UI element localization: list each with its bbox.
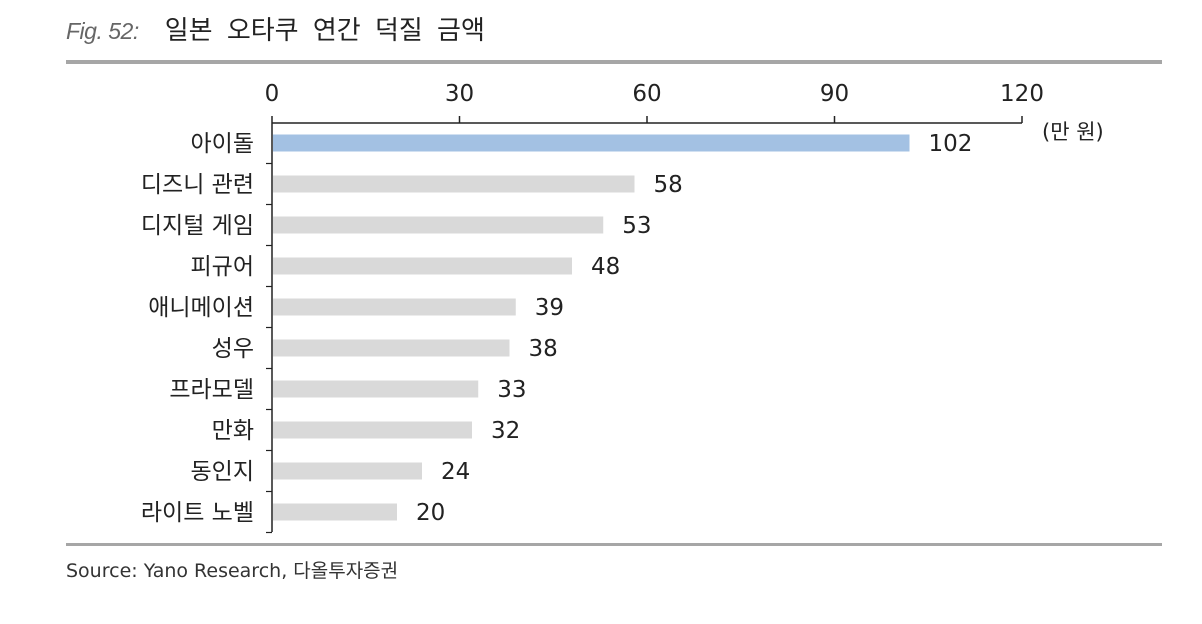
value-label: 58 bbox=[654, 172, 683, 198]
category-label: 만화 bbox=[212, 418, 254, 444]
category-label: 프라모델 bbox=[169, 377, 254, 403]
bar bbox=[273, 134, 910, 152]
value-label: 102 bbox=[929, 131, 973, 157]
x-tick-label: 120 bbox=[1000, 81, 1044, 107]
category-label: 애니메이션 bbox=[148, 295, 254, 321]
x-tick-label: 0 bbox=[265, 81, 280, 107]
figure-label: Fig. 52: bbox=[66, 18, 139, 44]
value-label: 53 bbox=[622, 213, 651, 239]
x-tick-label: 60 bbox=[632, 81, 661, 107]
bar bbox=[273, 421, 472, 439]
bar bbox=[273, 257, 572, 275]
bar bbox=[273, 462, 422, 480]
figure-title: 일본 오타쿠 연간 덕질 금액 bbox=[164, 16, 485, 46]
source-note: Source: Yano Research, 다올투자증권 bbox=[66, 560, 399, 582]
bar bbox=[273, 339, 510, 357]
category-label: 디즈니 관련 bbox=[141, 172, 254, 198]
value-label: 24 bbox=[441, 459, 470, 485]
value-label: 20 bbox=[416, 500, 445, 526]
value-label: 48 bbox=[591, 254, 620, 280]
category-label: 동인지 bbox=[191, 459, 254, 485]
bottom-rule bbox=[66, 543, 1162, 546]
bar bbox=[273, 503, 397, 521]
category-label: 디지털 게임 bbox=[141, 213, 254, 239]
bar bbox=[273, 298, 516, 316]
value-label: 32 bbox=[491, 418, 520, 444]
category-label: 피규어 bbox=[191, 254, 254, 280]
category-label: 라이트 노벨 bbox=[141, 500, 254, 526]
value-label: 38 bbox=[529, 336, 558, 362]
category-label: 성우 bbox=[212, 336, 254, 362]
x-tick-label: 30 bbox=[445, 81, 474, 107]
bar bbox=[273, 175, 635, 193]
x-tick-label: 90 bbox=[820, 81, 849, 107]
value-label: 33 bbox=[497, 377, 526, 403]
figure-header: Fig. 52: 일본 오타쿠 연간 덕질 금액 bbox=[66, 10, 485, 50]
bar bbox=[273, 216, 604, 234]
category-label: 아이돌 bbox=[191, 131, 254, 157]
bar bbox=[273, 380, 479, 398]
unit-label: (만 원) bbox=[1042, 120, 1104, 144]
top-rule bbox=[66, 60, 1162, 64]
value-label: 39 bbox=[535, 295, 564, 321]
